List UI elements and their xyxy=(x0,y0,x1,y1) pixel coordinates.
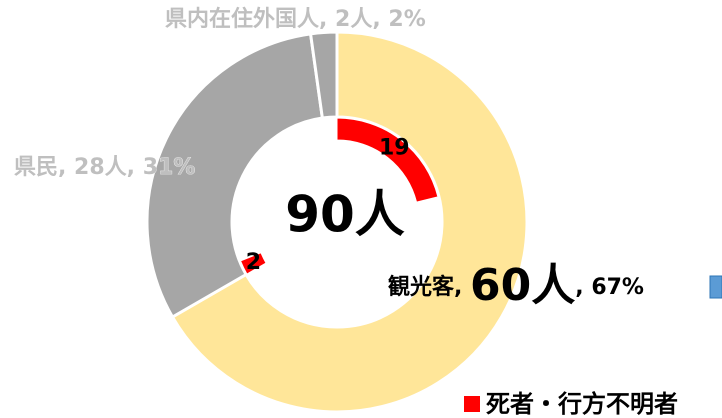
legend-swatch xyxy=(464,396,480,412)
donut-segment xyxy=(308,30,339,120)
inner-segment xyxy=(336,117,439,203)
label-part: 県内在住外国人 xyxy=(165,6,319,32)
label-part: , xyxy=(319,7,335,32)
label-part: 60人 xyxy=(470,260,575,311)
label-part: 67% xyxy=(591,275,644,300)
segment-label: 観光客, 60人, 67% xyxy=(388,260,644,311)
label-part: 28人 xyxy=(74,155,127,180)
label-part: 県民 xyxy=(14,155,58,180)
inner-segment xyxy=(239,252,267,275)
inner-label: 2 xyxy=(246,250,261,275)
label-part: 31% xyxy=(143,155,196,180)
donut-segment xyxy=(145,32,325,320)
label-part: 2人 xyxy=(335,7,372,32)
label-part: 2% xyxy=(388,7,425,32)
label-part: , xyxy=(372,7,388,32)
donut-segment xyxy=(170,30,529,414)
legend-swatch-cut xyxy=(709,275,722,299)
inner-label: 19 xyxy=(379,136,410,161)
center-label: 90人 xyxy=(285,186,405,244)
label-part: , xyxy=(127,155,143,180)
legend-label: 死者・行方不明者 xyxy=(486,390,678,418)
label-part: , xyxy=(58,155,74,180)
segment-label: 県民, 28人, 31% xyxy=(14,155,195,180)
label-part: 観光客 xyxy=(388,274,455,300)
segment-label: 県内在住外国人, 2人, 2% xyxy=(165,6,426,32)
label-part: , xyxy=(454,275,470,300)
label-part: , xyxy=(575,275,591,300)
